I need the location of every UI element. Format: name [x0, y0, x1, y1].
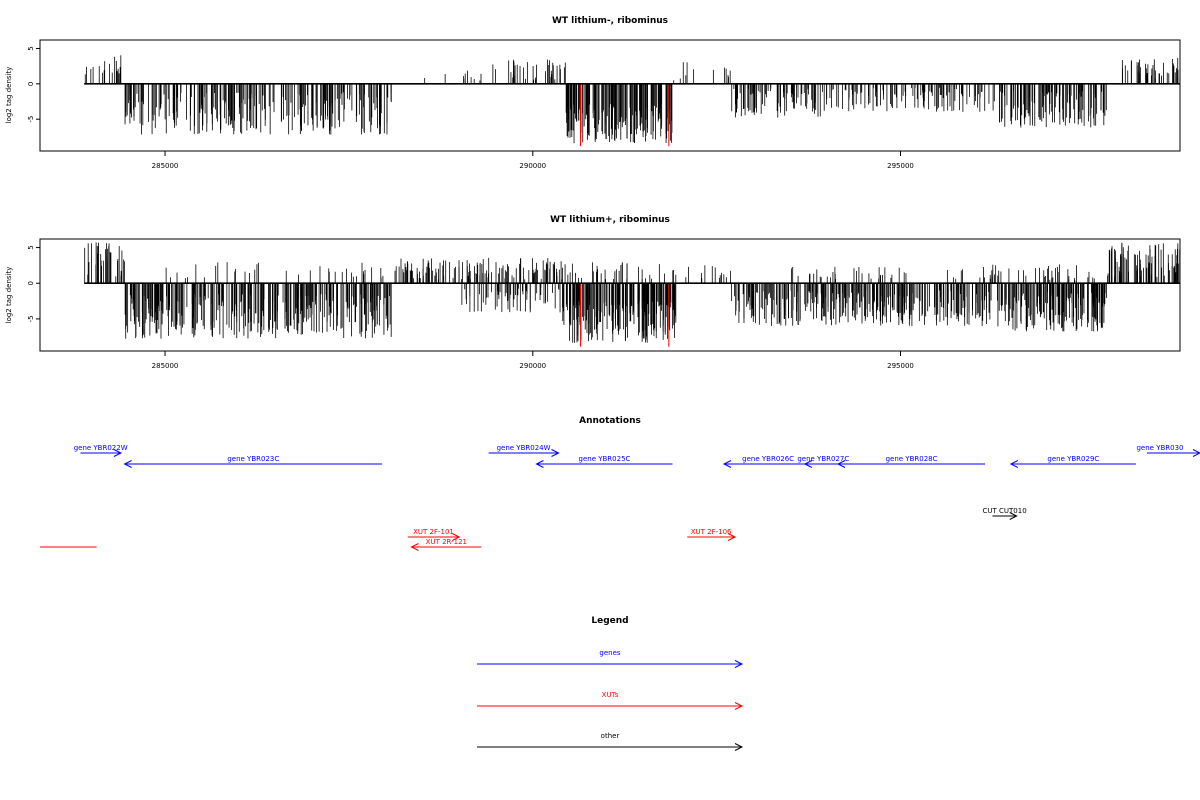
gene-label: gene YBR026C [742, 455, 794, 463]
panel-2-frame [39, 238, 1181, 352]
gene-label: gene YBR027C [797, 455, 849, 463]
xut-arrowhead [452, 533, 461, 541]
y-tick-label: 5 [27, 46, 35, 50]
other-feature-arrowhead [1009, 512, 1018, 520]
legend-title: Legend [591, 616, 628, 626]
panel-2-title: WT lithium+, ribominus [550, 215, 670, 225]
gene-label: gene YBR022W [74, 444, 128, 452]
panel-1-frame [39, 39, 1181, 152]
gene-label: gene YBR028C [886, 455, 938, 463]
gene-label: gene YBR030 [1136, 444, 1183, 452]
legend-label: genes [599, 649, 620, 657]
gene-arrowhead [551, 449, 560, 457]
gene-label: gene YBR024W [497, 444, 551, 452]
legend-items: genes XUTs other [477, 649, 744, 751]
gene-arrowhead [113, 449, 123, 457]
x-tick-label: 295000 [887, 362, 914, 370]
other-feature-label: CUT CUT010 [983, 507, 1027, 515]
x-tick-label: 295000 [887, 162, 914, 170]
gene-arrowhead [1192, 449, 1200, 457]
xut-label: XUT 2F-101 [413, 528, 454, 536]
x-tick-label: 290000 [519, 162, 546, 170]
y-tick-label: 0 [27, 82, 35, 86]
gene-arrowhead [836, 460, 846, 468]
x-tick-label: 285000 [152, 162, 179, 170]
panel-1-ylabel: log2 tag density [5, 67, 13, 124]
panel-2-bars [84, 242, 1181, 347]
gene-label: gene YBR025C [579, 455, 631, 463]
gene-arrowhead [123, 460, 132, 468]
legend-label: XUTs [602, 691, 619, 699]
y-tick-label: 0 [27, 281, 35, 285]
annotations-title: Annotations [579, 416, 641, 426]
legend-arrowhead [734, 743, 744, 751]
x-tick-label: 285000 [152, 362, 179, 370]
y-tick-label: 5 [27, 245, 35, 249]
gene-arrowhead [535, 460, 544, 468]
panel-1-title: WT lithium-, ribominus [552, 16, 668, 26]
panel-1-axes: -5 0 5 285000 290000 295000 [27, 46, 914, 170]
panel-lithium-minus: WT lithium-, ribominus -5 0 5 285000 290000 2… [5, 16, 1181, 170]
gene-label: gene YBR023C [227, 455, 279, 463]
gene-arrowhead [722, 460, 732, 468]
legend-arrowhead [734, 702, 744, 710]
panel-2-axes: -5 0 5 285000 290000 295000 [27, 245, 914, 370]
legend-label: other [601, 732, 620, 740]
panel-2-ylabel: log2 tag density [5, 267, 13, 324]
gene-arrowhead [803, 460, 813, 468]
annotation-genes: gene YBR022W gene YBR023C gene YBR024W gene… [74, 444, 1200, 468]
xut-label: XUT 2F-106 [691, 528, 732, 536]
x-tick-label: 290000 [519, 362, 546, 370]
panel-lithium-plus: WT lithium+, ribominus -5 0 5 285000 290000 2… [5, 215, 1181, 370]
legend-arrowhead [734, 660, 744, 668]
y-tick-label: -5 [27, 116, 35, 123]
annotation-other: CUT CUT010 [983, 507, 1027, 520]
y-tick-label: -5 [27, 315, 35, 322]
panel-1-bars [84, 55, 1181, 147]
xut-label: XUT 2R-121 [426, 538, 467, 546]
annotation-xuts: XUT 2F-101 XUT 2R-121 XUT 2F-106 [40, 528, 737, 551]
xut-arrowhead [410, 543, 419, 551]
xut-arrowhead [727, 533, 737, 541]
gene-label: gene YBR029C [1047, 455, 1099, 463]
legend-panel: Legend genes XUTs other [477, 616, 744, 751]
gene-arrowhead [1009, 460, 1019, 468]
